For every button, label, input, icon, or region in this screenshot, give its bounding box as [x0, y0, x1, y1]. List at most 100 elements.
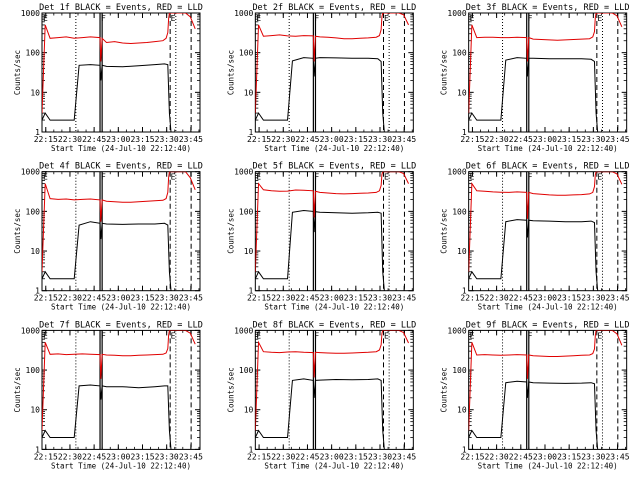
events-series-line — [42, 221, 172, 291]
x-tick-label: 22:15 — [34, 294, 58, 303]
x-tick-label: 23:45 — [179, 294, 203, 303]
lld-series-line — [42, 171, 196, 272]
x-tick-label: 23:30 — [155, 135, 179, 144]
segment-label: E — [384, 173, 389, 182]
segment-label: E — [171, 14, 176, 23]
segment-label: F — [528, 173, 533, 182]
segment-label: F — [528, 331, 533, 340]
y-tick-label: 1000 — [21, 326, 40, 335]
x-tick-label: 22:15 — [460, 135, 484, 144]
x-tick-label: 23:15 — [557, 294, 581, 303]
segment-label: E — [597, 331, 602, 340]
events-series-line — [255, 209, 385, 291]
events-series-line — [42, 63, 172, 132]
panel-title: Det 1f BLACK = Events, RED = LLD — [39, 3, 203, 13]
segment-label: F — [101, 14, 106, 23]
y-tick-label: 1000 — [234, 9, 253, 18]
detector-panel: Det 4f BLACK = Events, RED = LLD 1 10 100 10… — [13, 162, 203, 312]
x-tick-label: 23:00 — [106, 135, 130, 144]
segment-label: E — [470, 14, 475, 23]
detector-panel: Det 3f BLACK = Events, RED = LLD 1 10 100 10… — [440, 3, 630, 153]
y-axis-title: Counts/sec — [13, 50, 22, 95]
y-axis-title: Counts/sec — [440, 209, 449, 254]
x-tick-label: 22:45 — [82, 135, 106, 144]
y-tick-label: 100 — [26, 207, 41, 216]
x-tick-label: 23:45 — [605, 294, 629, 303]
detector-panel: Det 2f BLACK = Events, RED = LLD 1 10 100 10… — [226, 3, 416, 153]
y-tick-label: 1 — [249, 445, 254, 454]
x-tick-label: 23:15 — [344, 294, 368, 303]
y-tick-label: 10 — [457, 247, 467, 256]
y-axis-title: Counts/sec — [13, 367, 22, 412]
panel-title: Det 9f BLACK = Events, RED = LLD — [466, 320, 630, 330]
y-tick-label: 1000 — [234, 168, 253, 177]
y-tick-label: 1000 — [447, 9, 466, 18]
segment-label: F — [101, 331, 106, 340]
panel-title: Det 3f BLACK = Events, RED = LLD — [466, 3, 630, 13]
lld-series-line — [255, 330, 409, 431]
y-tick-label: 100 — [452, 366, 467, 375]
y-tick-label: 1000 — [447, 326, 466, 335]
y-tick-label: 1 — [462, 287, 467, 296]
x-tick-label: 23:30 — [368, 294, 392, 303]
segment-label: F — [528, 14, 533, 23]
y-tick-label: 10 — [457, 88, 467, 97]
panel-title: Det 4f BLACK = Events, RED = LLD — [39, 162, 203, 172]
y-tick-label: 10 — [244, 247, 254, 256]
x-tick-label: 22:15 — [247, 135, 271, 144]
plot-frame — [254, 12, 414, 133]
panel-title: Det 8f BLACK = Events, RED = LLD — [252, 320, 416, 330]
x-tick-label: 23:45 — [605, 452, 629, 461]
plot-frame — [468, 171, 628, 292]
panel-title: Det 5f BLACK = Events, RED = LLD — [252, 162, 416, 172]
x-tick-label: 23:30 — [581, 135, 605, 144]
x-tick-label: 23:00 — [533, 294, 557, 303]
y-tick-label: 10 — [244, 88, 254, 97]
y-tick-label: 100 — [239, 207, 254, 216]
segment-label: F — [314, 173, 319, 182]
x-tick-label: 23:45 — [392, 294, 416, 303]
x-tick-label: 22:30 — [271, 452, 295, 461]
x-tick-label: 22:45 — [82, 294, 106, 303]
segment-label: E — [384, 14, 389, 23]
lld-series-line — [468, 330, 623, 431]
x-tick-label: 23:15 — [344, 452, 368, 461]
x-tick-label: 22:30 — [58, 135, 82, 144]
plot-frame — [254, 329, 414, 450]
y-tick-label: 1 — [462, 128, 467, 137]
y-tick-label: 1 — [249, 128, 254, 137]
y-tick-label: 100 — [452, 207, 467, 216]
x-tick-label: 22:45 — [295, 135, 319, 144]
panel-title: Det 7f BLACK = Events, RED = LLD — [39, 320, 203, 330]
y-axis-title: Counts/sec — [226, 209, 235, 254]
events-series-line — [255, 57, 385, 132]
y-tick-label: 1 — [35, 287, 40, 296]
y-tick-label: 10 — [30, 88, 40, 97]
segment-label: E — [384, 331, 389, 340]
lld-series-line — [468, 13, 623, 114]
y-tick-label: 100 — [452, 49, 467, 58]
segment-label: E — [597, 173, 602, 182]
y-tick-label: 10 — [457, 406, 467, 415]
segment-label: F — [101, 173, 106, 182]
segment-label: E — [470, 173, 475, 182]
x-tick-label: 22:45 — [295, 452, 319, 461]
x-tick-label: 22:30 — [485, 452, 509, 461]
x-tick-label: 22:45 — [509, 294, 533, 303]
x-axis-title: Start Time (24-Jul-10 22:12:40) — [264, 461, 404, 470]
y-tick-label: 100 — [239, 49, 254, 58]
x-tick-label: 22:30 — [271, 135, 295, 144]
x-tick-label: 23:30 — [581, 452, 605, 461]
y-axis-title: Counts/sec — [440, 50, 449, 95]
x-tick-label: 22:30 — [485, 135, 509, 144]
segment-label: E — [256, 331, 261, 340]
plot-frame — [41, 329, 201, 450]
y-tick-label: 1 — [462, 445, 467, 454]
detector-panel: Det 7f BLACK = Events, RED = LLD 1 10 100 10… — [13, 320, 203, 470]
x-tick-label: 23:00 — [533, 452, 557, 461]
x-axis-title: Start Time (24-Jul-10 22:12:40) — [51, 144, 191, 153]
y-tick-label: 1 — [35, 128, 40, 137]
plot-frame — [468, 329, 628, 450]
x-tick-label: 22:15 — [460, 294, 484, 303]
detector-panel: Det 1f BLACK = Events, RED = LLD 1 10 100 10… — [13, 3, 203, 153]
